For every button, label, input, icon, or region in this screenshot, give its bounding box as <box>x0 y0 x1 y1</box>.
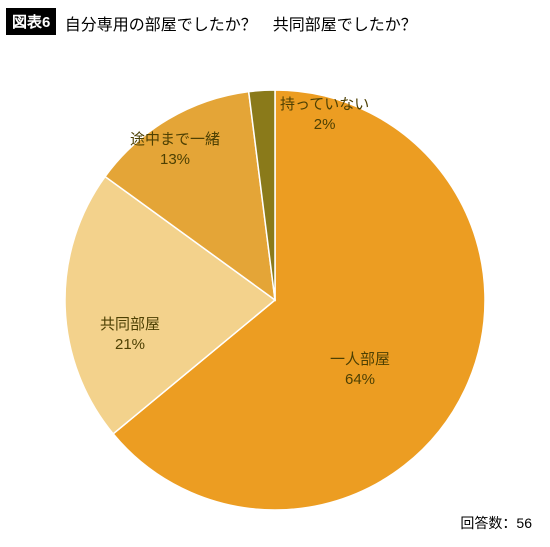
chart-header: 図表6 自分専用の部屋でしたか？ 共同部屋でしたか？ <box>6 8 417 35</box>
chart-title: 自分専用の部屋でしたか？ 共同部屋でしたか？ <box>65 17 417 34</box>
chart-badge: 図表6 <box>6 8 56 35</box>
pie-chart: 一人部屋64%共同部屋21%途中まで一緒13%持っていない2% <box>0 40 550 520</box>
pie-chart-svg <box>0 40 550 520</box>
response-count: 回答数：56 <box>460 513 532 533</box>
